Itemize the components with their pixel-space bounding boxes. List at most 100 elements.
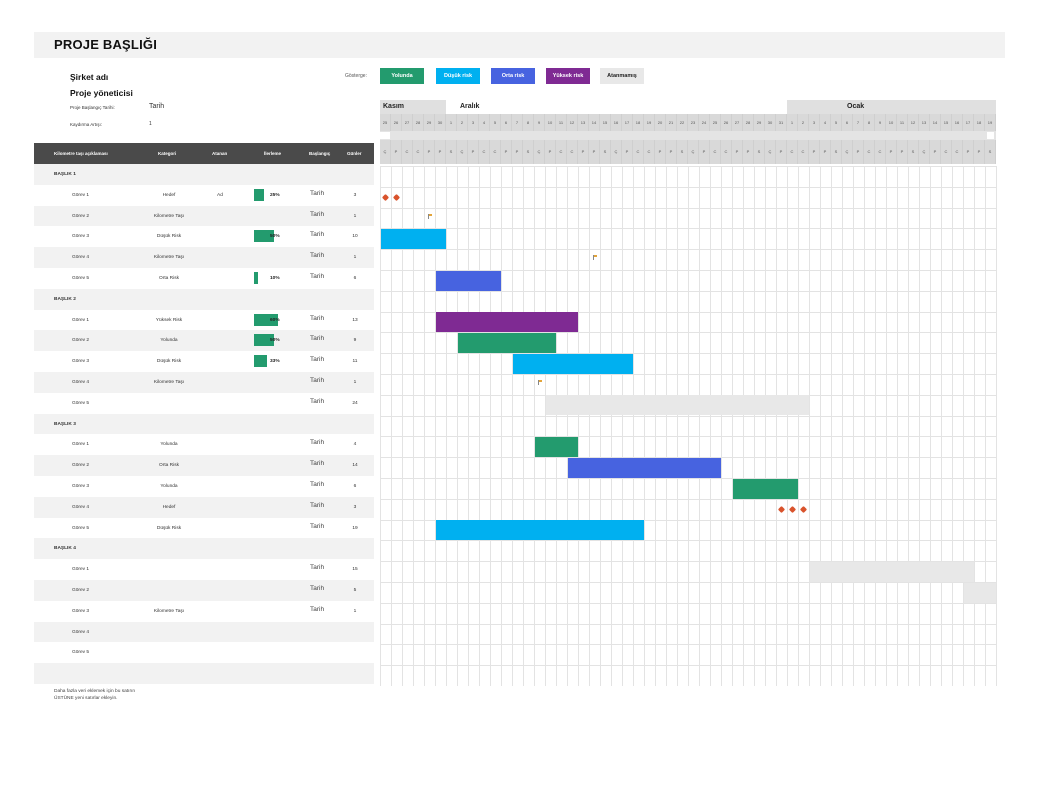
task-name[interactable]: Görev 4 (72, 504, 90, 510)
task-start-date[interactable]: Tarih (310, 377, 325, 384)
milestone-flag-icon[interactable] (593, 255, 597, 261)
section-title[interactable]: BAŞLIK 4 (54, 546, 76, 552)
table-row[interactable]: Görev 4 Kilometre Taşı Tarih 1 (34, 247, 374, 268)
task-start-date[interactable]: Tarih (310, 585, 325, 592)
task-category[interactable]: Hedef (162, 192, 176, 198)
task-category[interactable]: Yolunda (160, 338, 178, 344)
task-category[interactable]: Kilometre Taşı (153, 380, 185, 385)
task-days[interactable]: 13 (352, 317, 358, 323)
scrollbar-thumb[interactable] (380, 132, 390, 139)
task-category[interactable]: Kilometre Taşı (153, 608, 185, 614)
table-row[interactable]: Görev 4 (34, 621, 374, 643)
goal-diamond-icon[interactable] (777, 505, 786, 513)
task-name[interactable]: Görev 4 (72, 380, 90, 385)
insert-row-marker[interactable] (34, 663, 374, 684)
task-days[interactable]: 10 (352, 234, 358, 240)
task-days[interactable]: 24 (352, 400, 358, 406)
gantt-bar[interactable] (964, 582, 996, 603)
task-name[interactable]: Görev 3 (72, 359, 90, 365)
task-name[interactable]: Görev 5 (72, 650, 90, 656)
task-name[interactable]: Görev 4 (72, 255, 90, 261)
task-start-date[interactable]: Tarih (310, 501, 325, 509)
progress-value[interactable]: 25% (270, 192, 280, 198)
table-row[interactable]: Görev 1 Yolunda Tarih 4 (34, 434, 374, 455)
task-start-date[interactable]: Tarih (310, 439, 325, 447)
company-name[interactable]: Şirket adı (70, 72, 109, 82)
table-row[interactable]: Görev 2 Kilometre Taşı Tarih 1 (34, 205, 374, 227)
gantt-bar[interactable] (436, 312, 578, 333)
task-start-date[interactable]: Tarih (310, 481, 325, 488)
task-days[interactable]: 4 (353, 442, 357, 448)
task-name[interactable]: Görev 3 (72, 484, 90, 489)
table-row[interactable]: Görev 4 Hedef Tarih 3 (34, 496, 374, 518)
task-days[interactable]: 14 (352, 463, 358, 469)
table-row[interactable]: Görev 2 Tarih 5 (34, 580, 374, 601)
table-row[interactable]: Görev 3 Yolunda Tarih 6 (34, 476, 374, 497)
goal-diamond-icon[interactable] (392, 193, 401, 201)
task-category[interactable]: Hedef (162, 504, 176, 510)
table-row[interactable]: Görev 2 Yolunda 50% Tarih 9 (34, 330, 374, 352)
task-name[interactable]: Görev 2 (72, 213, 90, 219)
task-category[interactable]: Kilometre Taşı (153, 255, 185, 261)
task-days[interactable]: 1 (353, 380, 357, 385)
task-days[interactable]: 1 (353, 255, 357, 261)
task-days[interactable]: 3 (353, 504, 357, 510)
task-days[interactable]: 6 (353, 276, 357, 281)
task-name[interactable]: Görev 5 (72, 400, 90, 406)
task-name[interactable]: Görev 5 (72, 276, 90, 281)
task-start-date[interactable]: Tarih (310, 605, 325, 613)
table-row[interactable]: Görev 1 Hedef Ad 25% Tarih 3 (34, 185, 374, 206)
gantt-bar[interactable] (513, 353, 633, 374)
task-category[interactable]: Düşük Risk (156, 359, 182, 365)
task-name[interactable]: Görev 1 (72, 567, 90, 573)
task-start-date[interactable]: Tarih (310, 356, 325, 364)
task-name[interactable]: Görev 4 (72, 629, 90, 635)
progress-value[interactable]: 60% (270, 317, 280, 323)
task-start-date[interactable]: Tarih (310, 522, 325, 530)
task-start-date[interactable]: Tarih (310, 397, 325, 405)
task-start-date[interactable]: Tarih (310, 252, 325, 260)
task-name[interactable]: Görev 2 (72, 338, 90, 344)
task-category[interactable]: Orta Risk (159, 463, 179, 469)
task-start-date[interactable]: Tarih (310, 210, 325, 218)
table-row[interactable]: Görev 4 Kilometre Taşı Tarih 1 (34, 372, 374, 393)
task-name[interactable]: Görev 1 (72, 317, 90, 323)
task-category[interactable]: Yüksek Risk (155, 317, 183, 323)
task-start-date[interactable]: Tarih (310, 460, 325, 468)
project-start-value[interactable]: Tarih (149, 103, 165, 110)
task-start-date[interactable]: Tarih (310, 335, 325, 343)
gantt-bar[interactable] (546, 395, 809, 416)
gantt-bar[interactable] (568, 457, 721, 478)
progress-value[interactable]: 33% (270, 359, 280, 365)
section-title[interactable]: BAŞLIK 2 (54, 296, 76, 302)
table-row[interactable]: Görev 5 Tarih 24 (34, 393, 374, 414)
task-days[interactable]: 19 (352, 525, 358, 531)
task-days[interactable]: 5 (353, 588, 357, 593)
goal-diamond-icon[interactable] (381, 193, 390, 201)
milestone-flag-icon[interactable] (538, 380, 542, 385)
section-title[interactable]: BAŞLIK 3 (54, 421, 76, 427)
table-row[interactable]: Görev 2 Orta Risk Tarih 14 (34, 455, 374, 476)
gantt-bar[interactable] (458, 332, 556, 353)
goal-diamond-icon[interactable] (788, 505, 797, 513)
project-manager[interactable]: Proje yöneticisi (70, 88, 133, 98)
gantt-bar[interactable] (436, 270, 501, 291)
table-row[interactable]: Görev 1 Yüksek Risk 60% Tarih 13 (34, 310, 374, 331)
table-row[interactable]: Görev 5 Orta Risk 10% Tarih 6 (34, 268, 374, 289)
progress-value[interactable]: 50% (270, 338, 280, 344)
milestone-flag-icon[interactable] (428, 213, 432, 219)
task-name[interactable]: Görev 3 (72, 608, 90, 614)
task-category[interactable]: Kilometre Taşı (153, 213, 185, 219)
task-category[interactable]: Düşük Risk (156, 234, 182, 240)
task-category[interactable]: Orta Risk (159, 276, 179, 281)
scroll-increment-value[interactable]: 1 (149, 121, 152, 127)
task-days[interactable]: 1 (353, 608, 357, 614)
task-category[interactable]: Yolunda (160, 442, 178, 448)
task-assignee[interactable]: Ad (217, 192, 223, 198)
timeline-scrollbar[interactable] (380, 131, 996, 140)
task-start-date[interactable]: Tarih (310, 314, 325, 322)
table-row[interactable]: Görev 5 (34, 642, 374, 663)
task-name[interactable]: Görev 3 (72, 234, 90, 240)
table-row[interactable]: Görev 3 Kilometre Taşı Tarih 1 (34, 601, 374, 622)
task-start-date[interactable]: Tarih (310, 564, 325, 572)
